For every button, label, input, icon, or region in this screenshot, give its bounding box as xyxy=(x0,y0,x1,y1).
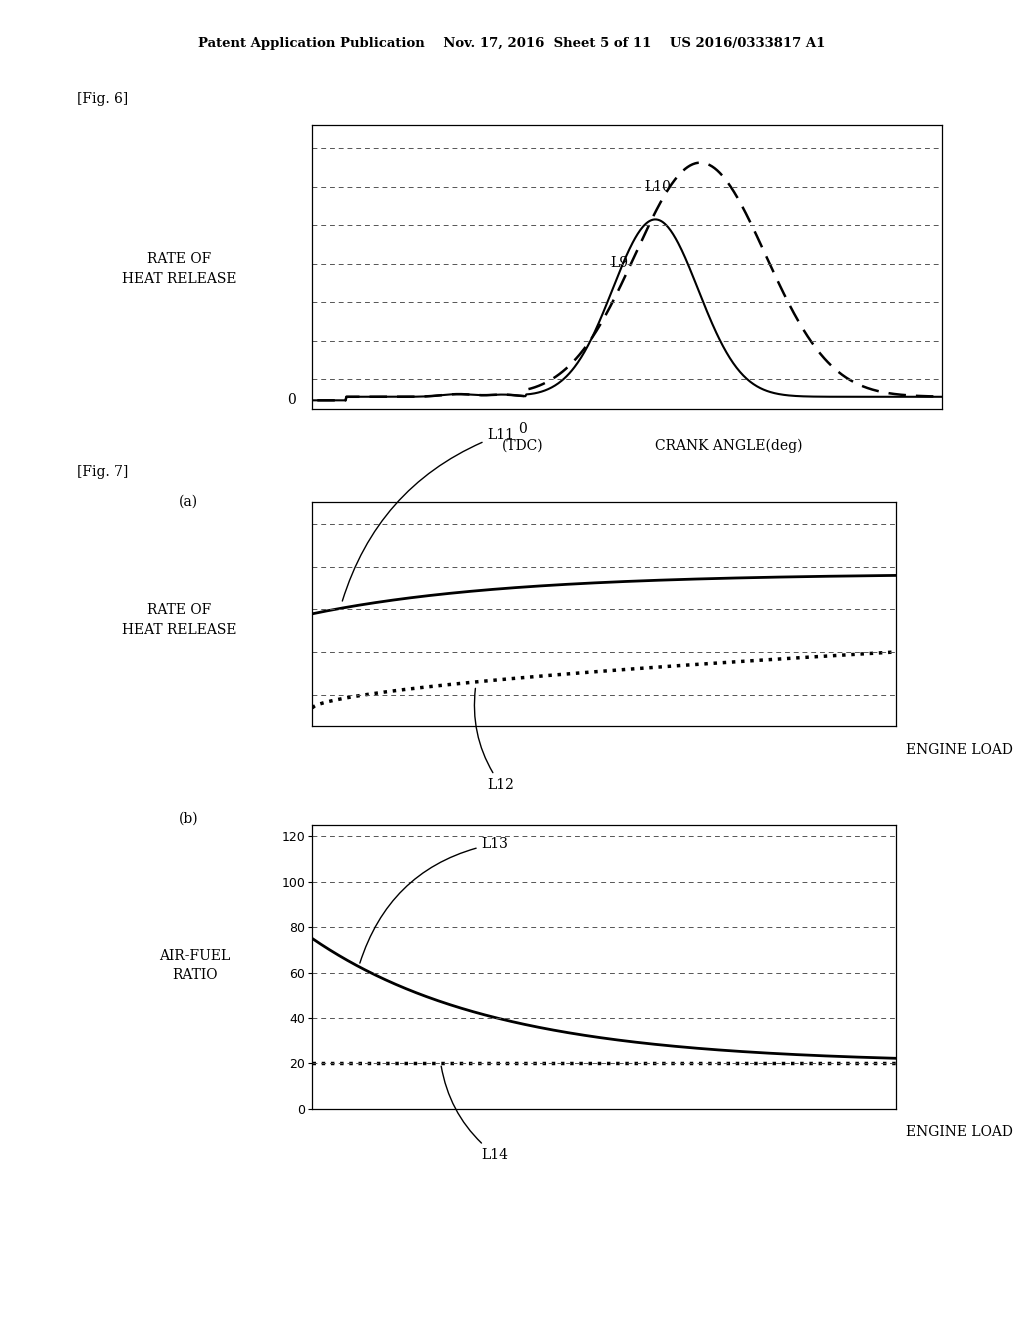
Text: RATE OF: RATE OF xyxy=(147,252,211,265)
Text: Patent Application Publication    Nov. 17, 2016  Sheet 5 of 11    US 2016/033381: Patent Application Publication Nov. 17, … xyxy=(199,37,825,50)
Text: ENGINE LOAD: ENGINE LOAD xyxy=(906,1125,1013,1139)
Text: L14: L14 xyxy=(441,1067,509,1162)
Text: ENGINE LOAD: ENGINE LOAD xyxy=(906,743,1013,758)
Text: HEAT RELEASE: HEAT RELEASE xyxy=(122,272,237,285)
Text: L11: L11 xyxy=(342,428,514,601)
Text: (a): (a) xyxy=(179,495,199,510)
Text: (TDC): (TDC) xyxy=(502,438,543,453)
Text: RATIO: RATIO xyxy=(172,969,217,982)
Text: 0: 0 xyxy=(287,393,296,408)
Text: (b): (b) xyxy=(179,812,199,826)
Text: [Fig. 6]: [Fig. 6] xyxy=(77,92,128,107)
Text: L12: L12 xyxy=(474,688,514,792)
Text: L13: L13 xyxy=(359,837,509,964)
Text: 0: 0 xyxy=(518,422,526,437)
Text: CRANK ANGLE(deg): CRANK ANGLE(deg) xyxy=(655,438,803,453)
Text: [Fig. 7]: [Fig. 7] xyxy=(77,465,128,479)
Text: L9: L9 xyxy=(610,256,629,271)
Text: RATE OF: RATE OF xyxy=(147,603,211,616)
Text: L10: L10 xyxy=(644,180,671,194)
Text: AIR-FUEL: AIR-FUEL xyxy=(159,949,230,962)
Text: HEAT RELEASE: HEAT RELEASE xyxy=(122,623,237,636)
